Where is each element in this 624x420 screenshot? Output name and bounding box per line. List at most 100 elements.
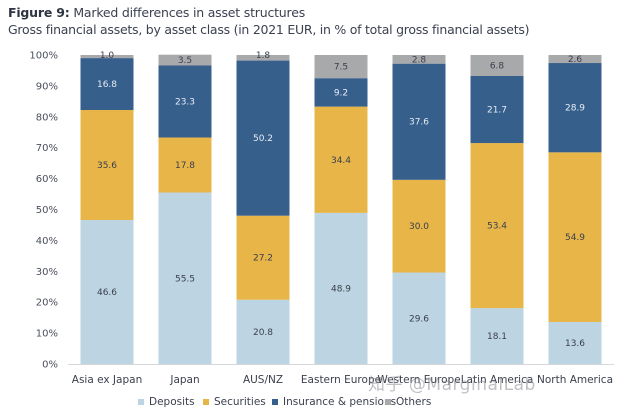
- bar-stack: 13.6 54.9 28.9 2.6: [548, 55, 602, 364]
- bar-segment-deposits: [392, 272, 446, 364]
- bar-stack: 29.6 30.0 37.6 2.8: [392, 55, 446, 364]
- x-tick-label: Latin America: [461, 374, 534, 386]
- legend-swatch-icon: [385, 399, 391, 405]
- legend-item: Deposits: [138, 396, 195, 408]
- data-label: 1.0: [100, 51, 115, 61]
- figure-label: Figure 9:: [8, 5, 70, 20]
- bar-segment-securities: [158, 137, 212, 193]
- data-label: 23.3: [175, 98, 195, 108]
- bar-segment-deposits: [158, 192, 212, 364]
- bars: 46.6 35.6 16.8 1.0 55.5 17.8 23.3 3.5 20.8 27.2 50…: [80, 51, 602, 364]
- data-label: 13.6: [565, 339, 585, 349]
- x-tick-label: Western Europe: [377, 374, 460, 386]
- bar-segment-securities: [236, 215, 290, 300]
- figure-title: Marked differences in asset structures: [73, 5, 306, 20]
- bar-segment-others: [548, 55, 602, 64]
- bar-segment-insurance-pensions: [80, 58, 134, 111]
- y-tick-label: 0%: [42, 360, 58, 371]
- data-label: 7.5: [334, 63, 348, 73]
- data-label: 18.1: [487, 332, 507, 342]
- data-label: 21.7: [487, 106, 507, 116]
- x-tick-label: Eastern Europe: [301, 374, 381, 386]
- data-label: 3.5: [178, 56, 192, 66]
- bar-stack: 48.9 34.4 9.2 7.5: [314, 55, 368, 364]
- bar-segment-others: [314, 55, 368, 79]
- data-label: 53.4: [487, 222, 507, 232]
- x-tick-label: Japan: [169, 374, 199, 386]
- bar-segment-deposits: [236, 299, 290, 364]
- bar-segment-insurance-pensions: [314, 78, 368, 107]
- x-tick-label: North America: [537, 374, 613, 386]
- x-tick-label: Asia ex Japan: [72, 374, 142, 386]
- y-axis: 0% 10% 20% 30% 40% 50% 60% 70% 80% 90% 100%: [29, 51, 58, 371]
- data-label: 2.6: [568, 55, 583, 65]
- bar-segment-deposits: [548, 321, 602, 364]
- x-axis: Asia ex Japan Japan AUS/NZ Eastern EuropeWe…: [72, 374, 613, 386]
- bar-segment-securities: [548, 152, 602, 322]
- legend: Deposits Securities Insurance & pensions Ot…: [0, 396, 624, 412]
- bar-segment-others: [158, 54, 212, 66]
- data-label: 6.8: [490, 62, 505, 72]
- legend-item: Others: [385, 396, 431, 408]
- y-tick-label: 90%: [36, 81, 58, 92]
- bar-segment-deposits: [470, 308, 524, 364]
- data-label: 28.9: [565, 104, 585, 114]
- data-label: 27.2: [253, 254, 273, 264]
- y-tick-label: 10%: [36, 329, 58, 340]
- data-label: 1.8: [256, 51, 271, 61]
- chart-subtitle: Gross financial assets, by asset class (…: [8, 22, 530, 37]
- data-label: 50.2: [253, 134, 273, 144]
- y-tick-label: 60%: [36, 174, 58, 185]
- legend-item: Insurance & pensions: [272, 396, 396, 408]
- data-label: 29.6: [409, 314, 429, 324]
- bar-segment-insurance-pensions: [470, 76, 524, 144]
- bar-segment-deposits: [314, 212, 368, 364]
- y-tick-label: 50%: [36, 205, 58, 216]
- bar-segment-securities: [392, 179, 446, 273]
- legend-swatch-icon: [272, 399, 278, 405]
- legend-item: Securities: [203, 396, 266, 408]
- legend-label: Securities: [214, 396, 266, 408]
- legend-swatch-icon: [138, 399, 144, 405]
- bar-stack: 18.1 53.4 21.7 6.8: [470, 55, 524, 364]
- bar-segment-securities: [80, 110, 134, 221]
- watermark: 知乎 @MarginalLab: [368, 375, 536, 395]
- bar-segment-insurance-pensions: [158, 65, 212, 138]
- bar-segment-others: [392, 55, 446, 64]
- bar-stack: 20.8 27.2 50.2 1.8: [236, 51, 290, 364]
- bar-stack: 46.6 35.6 16.8 1.0: [80, 51, 134, 364]
- data-label: 35.6: [97, 161, 117, 171]
- bar-segment-securities: [314, 106, 368, 213]
- data-label: 34.4: [331, 156, 351, 166]
- bar-segment-insurance-pensions: [392, 63, 446, 180]
- bar-stack: 55.5 17.8 23.3 3.5: [158, 54, 212, 364]
- data-label: 48.9: [331, 284, 351, 294]
- bar-segment-insurance-pensions: [236, 60, 290, 216]
- legend-label: Others: [396, 396, 432, 408]
- data-label: 55.5: [175, 274, 195, 284]
- y-tick-label: 20%: [36, 298, 58, 309]
- data-label: 16.8: [97, 80, 117, 90]
- data-label: 17.8: [175, 161, 195, 171]
- x-tick-label: AUS/NZ: [243, 374, 283, 386]
- data-label: 54.9: [565, 233, 585, 243]
- bar-segment-securities: [470, 143, 524, 309]
- bar-segment-others: [80, 55, 134, 59]
- data-label: 46.6: [97, 288, 117, 298]
- y-tick-label: 80%: [36, 112, 58, 123]
- y-tick-label: 30%: [36, 267, 58, 278]
- data-label: 37.6: [409, 118, 429, 128]
- y-tick-label: 70%: [36, 143, 58, 154]
- legend-label: Insurance & pensions: [283, 396, 397, 408]
- y-tick-label: 100%: [29, 51, 58, 62]
- data-label: 9.2: [334, 88, 348, 98]
- bar-segment-others: [236, 55, 290, 61]
- data-label: 30.0: [409, 222, 429, 232]
- chart-title: Figure 9: Marked differences in asset st…: [8, 5, 305, 20]
- data-label: 2.8: [412, 55, 427, 65]
- data-label: 20.8: [253, 328, 273, 338]
- legend-label: Deposits: [149, 396, 195, 408]
- legend-swatch-icon: [203, 399, 209, 405]
- bar-segment-others: [470, 55, 524, 77]
